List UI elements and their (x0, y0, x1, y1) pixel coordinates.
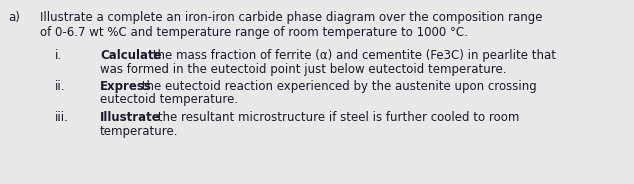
Text: Illustrate: Illustrate (100, 111, 161, 124)
Text: a): a) (8, 11, 20, 24)
Text: iii.: iii. (55, 111, 69, 124)
Text: the mass fraction of ferrite (α) and cementite (Fe3C) in pearlite that: the mass fraction of ferrite (α) and cem… (149, 49, 556, 62)
Text: the eutectoid reaction experienced by the austenite upon crossing: the eutectoid reaction experienced by th… (138, 80, 537, 93)
Text: i.: i. (55, 49, 62, 62)
Text: was formed in the eutectoid point just below eutectoid temperature.: was formed in the eutectoid point just b… (100, 63, 507, 75)
Text: Express: Express (100, 80, 152, 93)
Text: of 0-6.7 wt %C and temperature range of room temperature to 1000 °C.: of 0-6.7 wt %C and temperature range of … (40, 26, 468, 39)
Text: Illustrate a complete an iron-iron carbide phase diagram over the composition ra: Illustrate a complete an iron-iron carbi… (40, 11, 543, 24)
Text: eutectoid temperature.: eutectoid temperature. (100, 93, 238, 107)
Text: ii.: ii. (55, 80, 65, 93)
Text: temperature.: temperature. (100, 125, 179, 137)
Text: the resultant microstructure if steel is further cooled to room: the resultant microstructure if steel is… (155, 111, 520, 124)
Text: Calculate: Calculate (100, 49, 162, 62)
